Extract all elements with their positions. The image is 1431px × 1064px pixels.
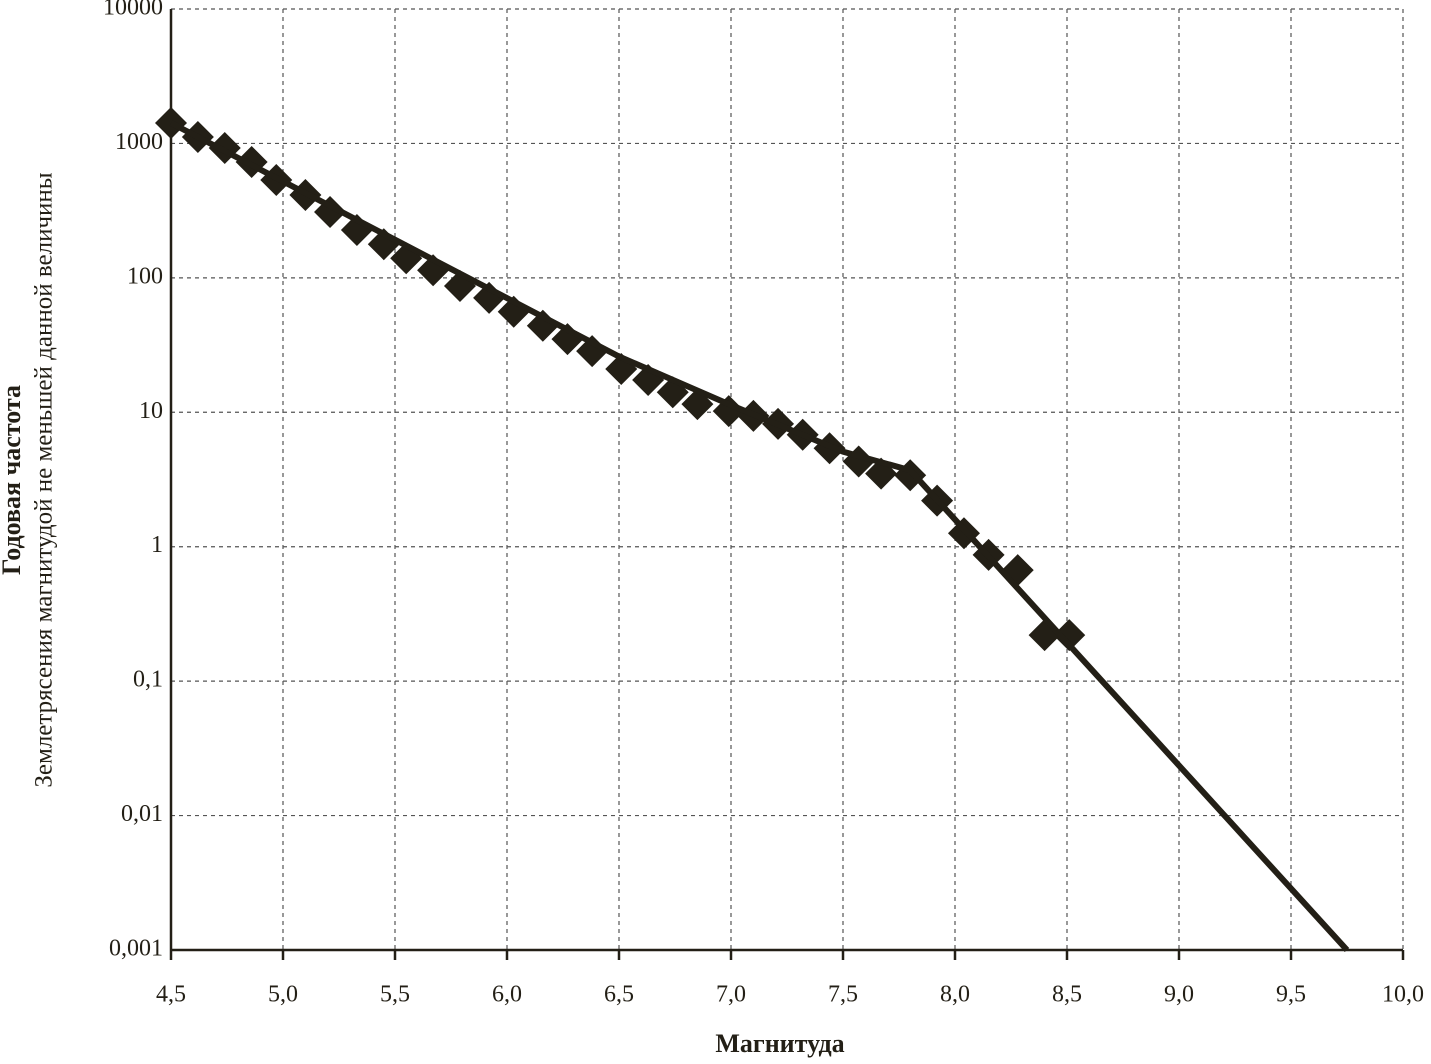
y-tick-label: 0,01 [121, 801, 163, 827]
y-tick-label: 0,001 [109, 936, 163, 962]
data-point [1053, 619, 1086, 652]
x-tick-label: 8,0 [940, 982, 970, 1008]
x-tick-label: 6,5 [604, 982, 634, 1008]
fit-line [169, 120, 1350, 953]
x-tick-label: 8,5 [1052, 982, 1082, 1008]
y-tick-label: 1000 [115, 129, 163, 155]
y-axis-sublabel: Землетрясения магнитудой не меньшей данн… [31, 172, 58, 787]
x-tick-label: 7,5 [828, 982, 858, 1008]
y-tick-label: 10 [139, 398, 163, 424]
x-tick-label: 10,0 [1382, 982, 1424, 1008]
y-tick-label: 1 [151, 532, 163, 558]
x-tick-label: 9,5 [1276, 982, 1306, 1008]
data-point [576, 335, 609, 368]
data-point [1001, 554, 1034, 587]
x-tick-label: 5,0 [268, 982, 298, 1008]
x-axis-label: Магнитуда [715, 1029, 844, 1058]
x-tick-label: 5,5 [380, 982, 410, 1008]
x-tick-label: 7,0 [716, 982, 746, 1008]
y-tick-label: 10000 [103, 0, 163, 21]
x-tick-label: 6,0 [492, 982, 522, 1008]
x-tick-label: 4,5 [156, 982, 186, 1008]
y-axis-label: Годовая частота [0, 385, 26, 575]
y-tick-label: 100 [127, 263, 163, 289]
x-tick-label: 9,0 [1164, 982, 1194, 1008]
y-tick-label: 0,1 [133, 667, 163, 693]
